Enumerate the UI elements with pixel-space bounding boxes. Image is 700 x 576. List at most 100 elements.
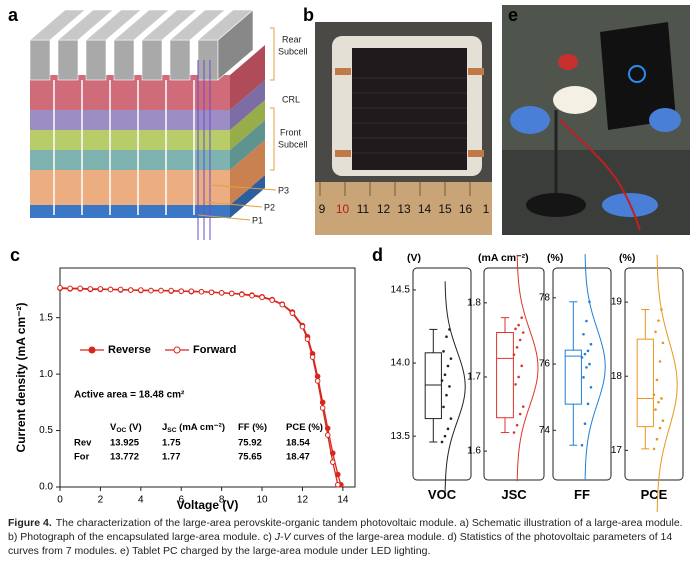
- table-header-part: (V): [126, 422, 141, 433]
- table-header-part: FF (%): [238, 422, 267, 433]
- distribution-curve: [444, 281, 466, 492]
- data-point: [521, 331, 525, 334]
- data-point: [87, 286, 94, 292]
- data-point: [518, 338, 522, 342]
- data-point: [520, 316, 524, 319]
- legend-label: Reverse: [108, 344, 151, 356]
- data-point: [168, 287, 174, 294]
- data-point: [580, 356, 584, 359]
- table-header-part: V: [110, 422, 117, 433]
- table-cell: 75.92: [238, 438, 262, 449]
- x-tick-label: 14: [337, 495, 349, 506]
- data-point: [589, 385, 593, 389]
- table-cell: 13.925: [110, 438, 140, 449]
- data-point: [158, 287, 164, 294]
- x-tick-label: 4: [138, 495, 144, 506]
- table-header-part: OC: [116, 427, 126, 434]
- data-point: [97, 286, 104, 292]
- data-point: [117, 286, 124, 293]
- data-point: [259, 294, 265, 301]
- data-point: [657, 319, 660, 322]
- x-tick-label: 12: [297, 495, 309, 506]
- unit-label: (%): [619, 252, 635, 264]
- data-point: [127, 287, 134, 293]
- y-tick-label: 14.0: [391, 358, 411, 369]
- data-point: [324, 432, 331, 438]
- panel-label: c: [10, 245, 20, 265]
- data-point: [57, 284, 63, 291]
- data-point: [652, 393, 656, 397]
- data-point: [586, 349, 590, 353]
- table-header-part: J: [162, 422, 167, 433]
- y-tick-label: 1.8: [467, 297, 481, 308]
- data-point: [314, 378, 321, 384]
- data-point: [319, 405, 326, 411]
- table-cell: 18.54: [286, 438, 310, 449]
- layer-label: P3: [278, 185, 289, 195]
- ruler-number: 16: [459, 202, 473, 216]
- x-axis-label: VOC: [428, 487, 457, 502]
- table-cell: For: [74, 452, 90, 463]
- data-point: [449, 417, 453, 420]
- data-point: [652, 447, 656, 451]
- data-point: [515, 423, 519, 427]
- ruler-number: 9: [319, 202, 326, 216]
- table-header-part: (mA cm⁻²): [177, 422, 225, 433]
- data-point: [658, 360, 662, 363]
- data-point: [279, 301, 286, 308]
- y-tick-label: 0.5: [39, 425, 53, 436]
- unit-label: (V): [407, 252, 421, 264]
- data-point: [586, 402, 590, 406]
- legend-marker: [88, 346, 96, 354]
- y-tick-label: 14.5: [391, 285, 411, 296]
- data-point: [520, 364, 524, 368]
- data-point: [521, 405, 525, 408]
- data-point: [654, 330, 657, 334]
- data-point: [518, 412, 522, 416]
- data-point: [309, 354, 316, 360]
- data-point: [138, 287, 144, 293]
- data-point: [188, 288, 195, 294]
- table-cell: 13.772: [110, 452, 139, 463]
- data-point: [580, 443, 584, 447]
- x-tick-label: 6: [178, 495, 184, 506]
- table-cell: Rev: [74, 438, 92, 449]
- ruler-number: 15: [438, 202, 452, 216]
- unit-label: (mA cm⁻²): [478, 252, 529, 264]
- module-schematic: [29, 9, 277, 240]
- panel-label: d: [372, 245, 383, 265]
- data-point: [589, 342, 593, 346]
- data-point: [289, 310, 296, 316]
- annotation: Active area = 18.48 cm²: [74, 390, 185, 401]
- panel-label: b: [303, 5, 314, 25]
- y-tick-label: 1.6: [467, 446, 481, 457]
- y-axis-label: Current density (mA cm⁻²): [14, 303, 28, 453]
- legend-marker: [173, 346, 181, 354]
- unit-label: (%): [547, 252, 563, 264]
- tablet-photo: [502, 5, 690, 235]
- x-axis-label-part: V: [428, 487, 437, 502]
- data-point: [178, 288, 185, 294]
- distribution-curve: [656, 254, 678, 512]
- data-point: [299, 323, 306, 330]
- data-point: [67, 285, 73, 292]
- distribution-curve: [584, 254, 606, 480]
- data-point: [440, 440, 444, 444]
- data-point: [514, 383, 517, 386]
- data-point: [515, 346, 519, 349]
- x-axis-label-part: FF: [574, 487, 590, 502]
- data-point: [588, 362, 591, 366]
- layer-label: Front: [280, 127, 302, 137]
- x-tick-label: 2: [98, 495, 104, 506]
- y-tick-label: 0.0: [39, 482, 53, 493]
- data-point: [660, 397, 663, 400]
- x-tick-label: 8: [219, 495, 225, 506]
- figure-caption: Figure 4. The characterization of the lar…: [8, 516, 692, 558]
- data-point: [655, 437, 659, 441]
- plot-frames: [59, 267, 684, 488]
- data-point: [517, 323, 520, 327]
- data-point: [654, 408, 657, 411]
- y-tick-label: 1.0: [39, 369, 53, 380]
- layer-label: Subcell: [278, 46, 308, 56]
